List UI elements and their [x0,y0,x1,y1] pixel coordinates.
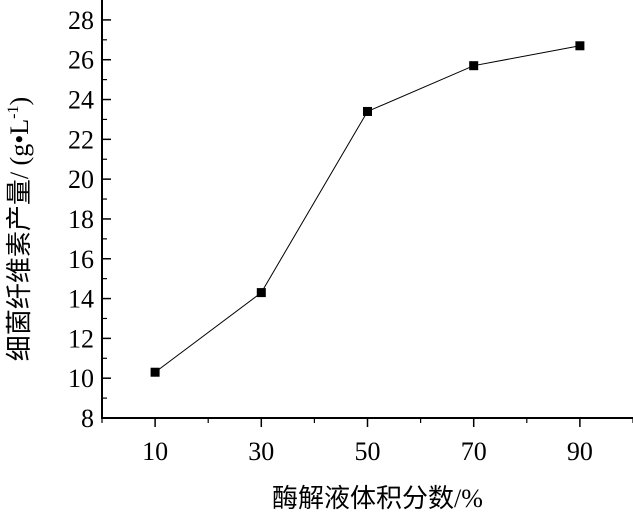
x-tick-label: 70 [461,437,487,466]
y-tick-label: 14 [68,285,94,314]
y-tick-label: 16 [68,245,94,274]
data-point [256,288,266,298]
axes [101,0,633,419]
data-point [363,106,372,116]
y-tick-label: 10 [68,364,94,393]
x-tick-label: 30 [248,437,274,466]
y-axis-title-main: 细菌纤维素产量/ (g•L [5,119,34,361]
y-tick-label: 26 [68,46,94,75]
y-axis-title: 细菌纤维素产量/ (g•L-1) [5,97,34,361]
y-tick-label: 20 [68,165,94,194]
x-tick-label: 10 [142,437,168,466]
y-tick-label: 12 [68,324,94,353]
y-tick-label: 22 [68,125,94,154]
x-axis-title: 酶解液体积分数/% [272,484,483,513]
y-tick-label: 18 [68,205,94,234]
series-line [154,45,580,373]
y-axis-title-close: ) [5,97,34,106]
x-tick-label: 50 [355,437,381,466]
x-tick-label: 90 [567,437,593,466]
x-axis-ticks: 10 30 50 70 90 [101,418,633,466]
data-point [469,61,479,71]
y-axis-ticks: 8 10 12 14 16 18 20 22 24 26 28 [68,6,111,433]
y-tick-label: 28 [68,6,94,35]
data-point [150,367,160,377]
data-point [575,41,585,51]
y-axis-title-superscript: -1 [5,105,22,118]
y-tick-label: 8 [81,404,94,433]
series-group [150,41,585,377]
y-tick-label: 24 [68,86,94,115]
